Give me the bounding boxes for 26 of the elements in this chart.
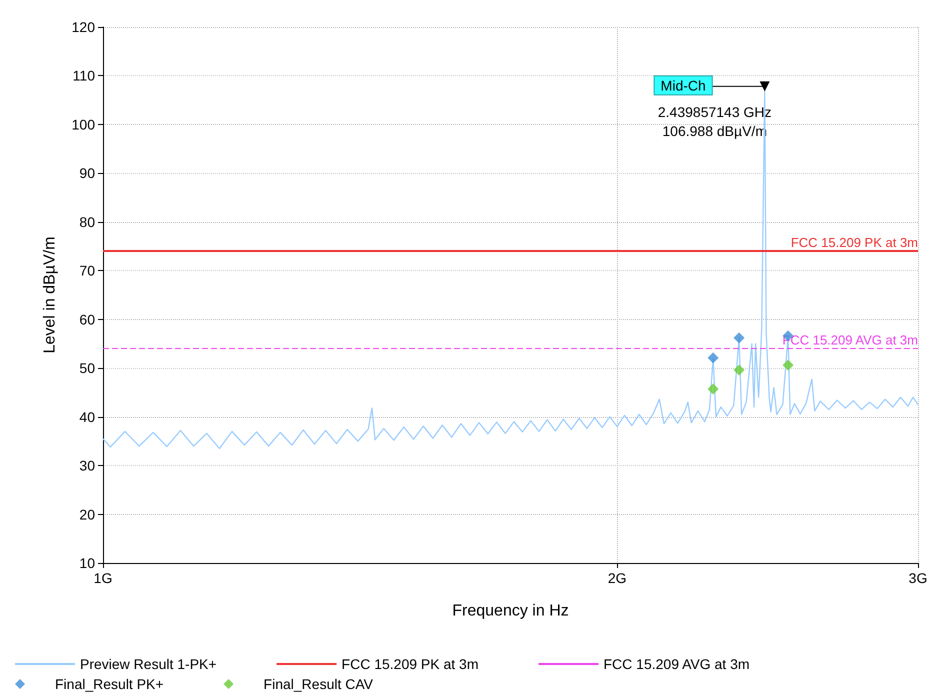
- y-tick-label: 110: [72, 68, 96, 84]
- text: FCC 15.209 AVG at 3m: [604, 656, 750, 672]
- y-tick-label: 40: [79, 408, 96, 425]
- legend-label: Final_Result PK+: [55, 676, 164, 692]
- y-tick-label: 120: [72, 19, 96, 35]
- y-tick-label: 100: [72, 116, 96, 132]
- annotation: 2.439857143 GHz 106.988 dBµV/m: [658, 104, 772, 139]
- x-tick-label: 3G: [908, 570, 928, 586]
- y-tick-label: 20: [79, 506, 96, 522]
- y-tick-label: 30: [79, 458, 96, 474]
- legend-label: Final_Result CAV: [264, 676, 374, 692]
- y-tick-label: 10: [79, 555, 96, 571]
- legend-label: Preview Result 1-PK+: [80, 656, 217, 672]
- ref-line-label: FCC 15.209 PK at 3m: [790, 235, 918, 250]
- y-tick-label: 80: [79, 214, 96, 230]
- y-axis-title: Level in dBµV/m: [42, 236, 58, 354]
- y-tick-label: 50: [79, 360, 96, 376]
- y-tick-label: 60: [79, 311, 96, 328]
- text: FCC 15.209 PK at 3m: [342, 656, 479, 672]
- y-tick-label: 90: [79, 165, 96, 182]
- annotation: Mid-Ch: [660, 77, 706, 94]
- x-axis-title: Frequency in Hz: [452, 602, 569, 620]
- y-tick-label: 70: [79, 262, 96, 279]
- x-tick-label: 1G: [94, 570, 112, 586]
- x-tick-label: 2G: [608, 570, 627, 586]
- ref-line-label: FCC 15.209 AVG at 3m: [782, 332, 918, 348]
